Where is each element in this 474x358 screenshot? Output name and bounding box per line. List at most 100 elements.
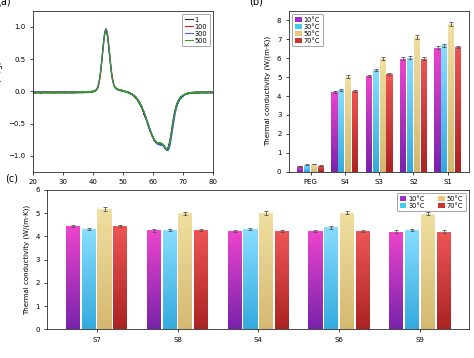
Bar xyxy=(441,88,447,90)
Bar xyxy=(435,55,441,57)
Bar xyxy=(435,125,441,127)
Bar xyxy=(178,310,192,312)
Bar xyxy=(324,294,338,295)
Bar xyxy=(414,49,420,50)
Bar xyxy=(373,107,379,108)
Bar xyxy=(380,111,386,112)
Bar xyxy=(228,238,242,240)
Bar xyxy=(98,213,112,215)
Bar xyxy=(366,129,372,130)
Bar xyxy=(324,291,338,292)
Bar xyxy=(98,262,112,263)
Bar xyxy=(366,126,372,127)
Bar xyxy=(407,170,413,172)
Bar xyxy=(228,299,242,300)
Bar xyxy=(324,241,338,243)
Bar xyxy=(405,326,419,327)
Bar xyxy=(243,259,257,261)
Bar xyxy=(441,99,447,101)
Bar xyxy=(345,150,351,152)
Bar xyxy=(366,96,372,98)
Bar xyxy=(345,106,351,108)
Bar xyxy=(345,137,351,139)
Bar xyxy=(178,258,192,260)
Bar xyxy=(147,315,161,316)
Bar xyxy=(356,305,370,306)
Bar xyxy=(194,303,208,305)
Bar xyxy=(228,297,242,299)
Bar xyxy=(373,139,379,140)
Bar xyxy=(259,273,273,274)
Bar xyxy=(345,96,351,97)
Bar xyxy=(243,281,257,282)
Bar xyxy=(421,170,427,172)
Bar xyxy=(356,242,370,243)
Bar xyxy=(194,285,208,286)
Bar xyxy=(228,246,242,247)
Bar xyxy=(345,99,351,101)
Bar xyxy=(228,247,242,248)
Bar xyxy=(400,131,406,132)
Bar xyxy=(331,101,337,102)
Bar xyxy=(435,97,441,99)
Bar xyxy=(331,151,337,152)
Bar xyxy=(163,275,177,276)
Bar xyxy=(113,283,128,284)
Bar xyxy=(389,245,403,246)
Bar xyxy=(407,59,413,61)
Bar xyxy=(228,258,242,260)
Bar xyxy=(386,77,392,78)
Bar xyxy=(407,78,413,79)
Bar xyxy=(437,260,451,261)
Bar xyxy=(373,156,379,158)
Bar xyxy=(352,120,358,121)
Bar xyxy=(421,127,427,128)
Bar xyxy=(345,152,351,153)
Bar xyxy=(421,93,427,94)
Bar xyxy=(421,131,427,132)
Bar xyxy=(380,145,386,146)
Bar xyxy=(352,146,358,147)
Bar xyxy=(414,59,420,61)
Bar xyxy=(352,160,358,161)
Bar xyxy=(448,26,455,28)
Bar xyxy=(373,160,379,162)
Bar xyxy=(82,233,96,234)
Bar xyxy=(309,234,323,235)
Bar xyxy=(421,237,435,238)
Bar xyxy=(163,266,177,267)
Bar xyxy=(389,240,403,241)
Bar xyxy=(352,145,358,146)
Bar xyxy=(275,306,289,307)
Bar xyxy=(309,250,323,251)
Bar xyxy=(340,252,354,253)
Bar xyxy=(66,243,80,244)
Bar xyxy=(356,284,370,285)
Bar xyxy=(455,80,461,81)
Bar xyxy=(435,66,441,68)
Bar xyxy=(380,100,386,101)
Bar xyxy=(340,299,354,300)
1 xyxy=(206,90,211,95)
Bar xyxy=(275,236,289,237)
Bar xyxy=(194,247,208,248)
Bar xyxy=(386,163,392,164)
Bar xyxy=(386,129,392,130)
300 xyxy=(210,90,216,95)
Bar xyxy=(441,77,447,78)
Bar xyxy=(373,132,379,134)
Bar xyxy=(389,293,403,294)
Bar xyxy=(356,286,370,287)
Bar xyxy=(331,127,337,128)
Bar xyxy=(275,267,289,268)
Bar xyxy=(366,76,372,77)
Bar xyxy=(421,70,427,71)
Bar xyxy=(407,103,413,105)
Bar xyxy=(366,92,372,93)
Bar xyxy=(405,311,419,312)
Bar xyxy=(386,109,392,111)
Bar xyxy=(340,309,354,310)
Bar xyxy=(147,240,161,242)
Bar xyxy=(448,28,455,30)
Bar xyxy=(113,298,128,300)
